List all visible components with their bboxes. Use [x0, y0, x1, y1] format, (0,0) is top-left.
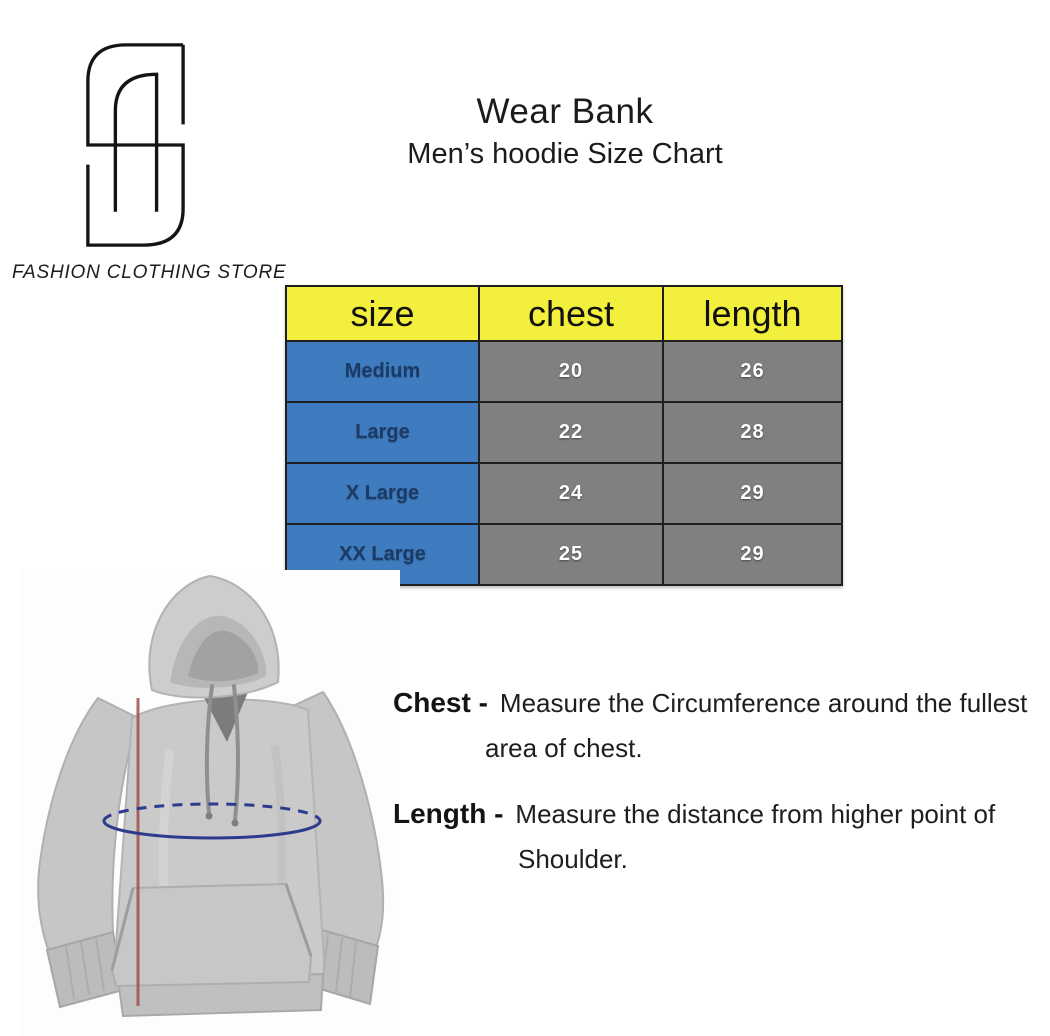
chest-value-cell: 22 [480, 403, 662, 462]
chest-measure-ellipse [102, 802, 322, 840]
length-value-cell: 29 [664, 525, 841, 584]
chest-value-cell: 24 [480, 464, 662, 523]
kangaroo-pocket [110, 882, 313, 988]
hoodie-image [20, 570, 400, 1036]
left-sleeve [37, 696, 140, 1009]
hood [148, 574, 280, 699]
chest-definition-row: Chest - Measure the Circumference around … [393, 684, 1050, 727]
chest-definition: Measure the Circumference around the ful… [499, 688, 1028, 718]
title-block: Wear Bank Men’s hoodie Size Chart [330, 92, 800, 171]
page-subtitle: Men’s hoodie Size Chart [407, 138, 723, 170]
length-definition-row: Length - Measure the distance from higher… [393, 795, 1050, 838]
column-header-chest: chest [480, 287, 662, 340]
column-header-size: size [287, 287, 478, 340]
chest-value-cell: 25 [480, 525, 662, 584]
length-term: Length - [393, 798, 504, 829]
chest-value-cell: 20 [480, 342, 662, 401]
size-label-cell: X Large [287, 464, 478, 523]
chest-definition-cont: area of chest. [485, 733, 643, 763]
measurement-guide: Chest - Measure the Circumference around … [393, 684, 1050, 878]
length-definition-cont: Shoulder. [518, 844, 628, 874]
size-chart-table: size chest length Medium 20 26 Large 22 … [285, 285, 843, 586]
size-label-cell: Large [287, 403, 478, 462]
length-value-cell: 28 [664, 403, 841, 462]
length-value-cell: 29 [664, 464, 841, 523]
chest-term: Chest - [393, 687, 488, 718]
brand-caption: FASHION CLOTHING STORE [12, 262, 287, 283]
length-value-cell: 26 [664, 342, 841, 401]
size-label-cell: Medium [287, 342, 478, 401]
brand-logo-icon [86, 43, 185, 247]
column-header-length: length [664, 287, 841, 340]
page-title: Wear Bank [476, 92, 654, 131]
length-definition: Measure the distance from higher point o… [515, 799, 996, 829]
drawstrings [204, 684, 240, 827]
